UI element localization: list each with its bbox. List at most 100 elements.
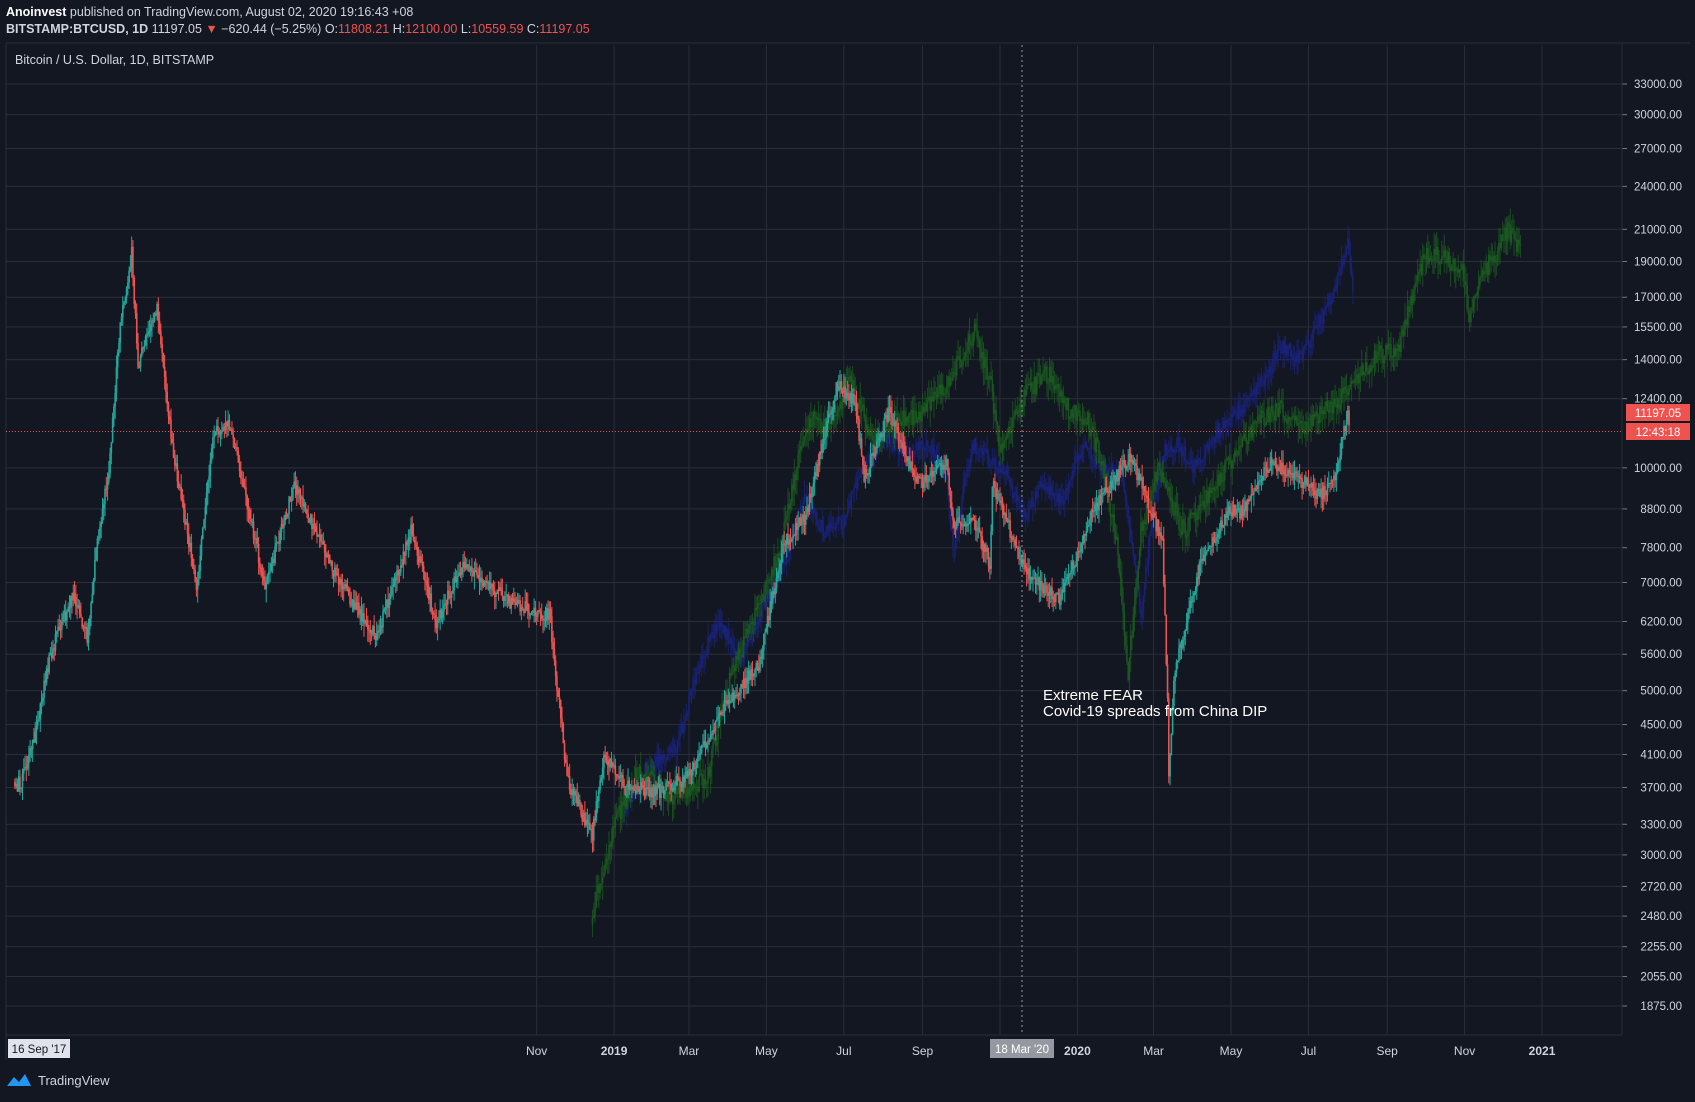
green-overlay-bar xyxy=(777,553,779,563)
blue-overlay-bar xyxy=(689,693,692,696)
btc-candle xyxy=(1316,489,1319,499)
blue-overlay-bar xyxy=(841,528,844,530)
btc-candle xyxy=(816,463,818,477)
btc-candle xyxy=(685,771,688,775)
green-overlay-bar xyxy=(1166,487,1169,492)
author[interactable]: Anoinvest xyxy=(6,5,67,19)
btc-candle xyxy=(641,782,643,786)
green-overlay-bar xyxy=(1208,487,1211,503)
blue-overlay-bar xyxy=(1316,327,1319,329)
blue-overlay-bar xyxy=(987,455,990,467)
btc-candle xyxy=(631,786,633,788)
blue-overlay-bar xyxy=(1088,448,1090,450)
blue-overlay-bar xyxy=(846,510,849,515)
btc-candle xyxy=(476,572,478,575)
btc-candle xyxy=(42,697,44,702)
green-overlay-bar xyxy=(1505,227,1508,242)
btc-candle xyxy=(766,615,769,628)
close-value: 11197.05 xyxy=(539,22,590,36)
green-overlay-bar xyxy=(980,347,982,359)
blue-overlay-bar xyxy=(1259,377,1262,388)
blue-overlay-bar xyxy=(1089,449,1091,455)
blue-overlay-bar xyxy=(1280,349,1283,353)
btc-candle xyxy=(1209,545,1212,547)
green-overlay-bar xyxy=(1261,410,1264,413)
blue-overlay-bar xyxy=(844,516,846,526)
blue-overlay-bar xyxy=(1151,521,1154,530)
btc-candle xyxy=(502,596,505,601)
blue-overlay-bar xyxy=(813,507,816,512)
blue-overlay-bar xyxy=(1291,354,1293,357)
btc-candle xyxy=(788,539,791,545)
blue-overlay-bar xyxy=(1198,458,1201,460)
btc-candle xyxy=(1311,483,1314,488)
btc-candle xyxy=(262,576,265,581)
btc-candle xyxy=(827,413,830,422)
green-overlay-bar xyxy=(744,636,746,639)
btc-candle xyxy=(558,696,561,701)
green-overlay-bar xyxy=(1184,522,1187,538)
blue-overlay-bar xyxy=(849,501,851,509)
btc-candle xyxy=(265,582,268,590)
green-overlay-bar xyxy=(1481,270,1484,277)
btc-candle xyxy=(846,392,849,396)
btc-candle xyxy=(1272,462,1274,465)
green-overlay-bar xyxy=(1320,406,1322,415)
green-overlay-bar xyxy=(1212,487,1215,491)
green-overlay-bar xyxy=(982,351,985,369)
btc-candle xyxy=(90,603,92,619)
blue-overlay-bar xyxy=(756,621,759,626)
btc-candle xyxy=(578,799,581,804)
blue-overlay-bar xyxy=(694,680,697,684)
btc-candle xyxy=(1081,542,1084,544)
green-overlay-bar xyxy=(1214,489,1217,491)
blue-overlay-bar xyxy=(884,430,887,443)
blue-overlay-bar xyxy=(669,746,671,754)
btc-candle xyxy=(1297,475,1300,477)
blue-overlay-bar xyxy=(1028,507,1030,512)
green-overlay-bar xyxy=(1325,401,1328,407)
green-overlay-bar xyxy=(1282,403,1284,416)
blue-overlay-bar xyxy=(1169,446,1171,450)
btc-candle xyxy=(1228,506,1231,514)
btc-candle xyxy=(506,594,509,596)
btc-candle xyxy=(180,486,182,500)
green-overlay-bar xyxy=(639,766,642,782)
green-overlay-bar xyxy=(985,357,987,367)
green-overlay-bar xyxy=(1154,472,1156,491)
btc-candle xyxy=(1345,419,1348,432)
green-overlay-bar xyxy=(1035,376,1038,395)
btc-candle xyxy=(365,619,368,621)
btc-candle xyxy=(1294,471,1297,474)
blue-overlay-bar xyxy=(999,461,1001,473)
btc-candle xyxy=(75,597,77,606)
tradingview-logo[interactable]: TradingView xyxy=(6,1072,110,1088)
green-overlay-bar xyxy=(1145,519,1147,525)
blue-overlay-bar xyxy=(1324,306,1326,310)
btc-candle xyxy=(1132,459,1135,465)
green-overlay-bar xyxy=(1143,521,1146,525)
blue-overlay-bar xyxy=(666,755,669,761)
blue-overlay-bar xyxy=(1333,288,1335,297)
green-overlay-bar xyxy=(802,440,805,447)
btc-candle xyxy=(1164,584,1166,615)
blue-overlay-bar xyxy=(827,524,830,531)
btc-candle xyxy=(212,437,214,449)
btc-candle xyxy=(1035,581,1038,585)
blue-overlay-bar xyxy=(1024,509,1027,519)
blue-overlay-bar xyxy=(704,656,707,658)
btc-candle xyxy=(92,580,95,595)
btc-candle xyxy=(694,767,697,769)
green-overlay-bar xyxy=(1390,344,1392,359)
green-overlay-bar xyxy=(1423,254,1425,259)
btc-candle xyxy=(172,442,175,459)
btc-candle xyxy=(971,517,973,519)
btc-candle xyxy=(1187,612,1189,624)
green-overlay-bar xyxy=(779,550,782,557)
blue-overlay-bar xyxy=(810,501,812,506)
blue-overlay-bar xyxy=(699,665,702,667)
green-overlay-bar xyxy=(881,441,883,443)
blue-overlay-bar xyxy=(1056,493,1058,503)
blue-overlay-bar xyxy=(1038,485,1041,488)
